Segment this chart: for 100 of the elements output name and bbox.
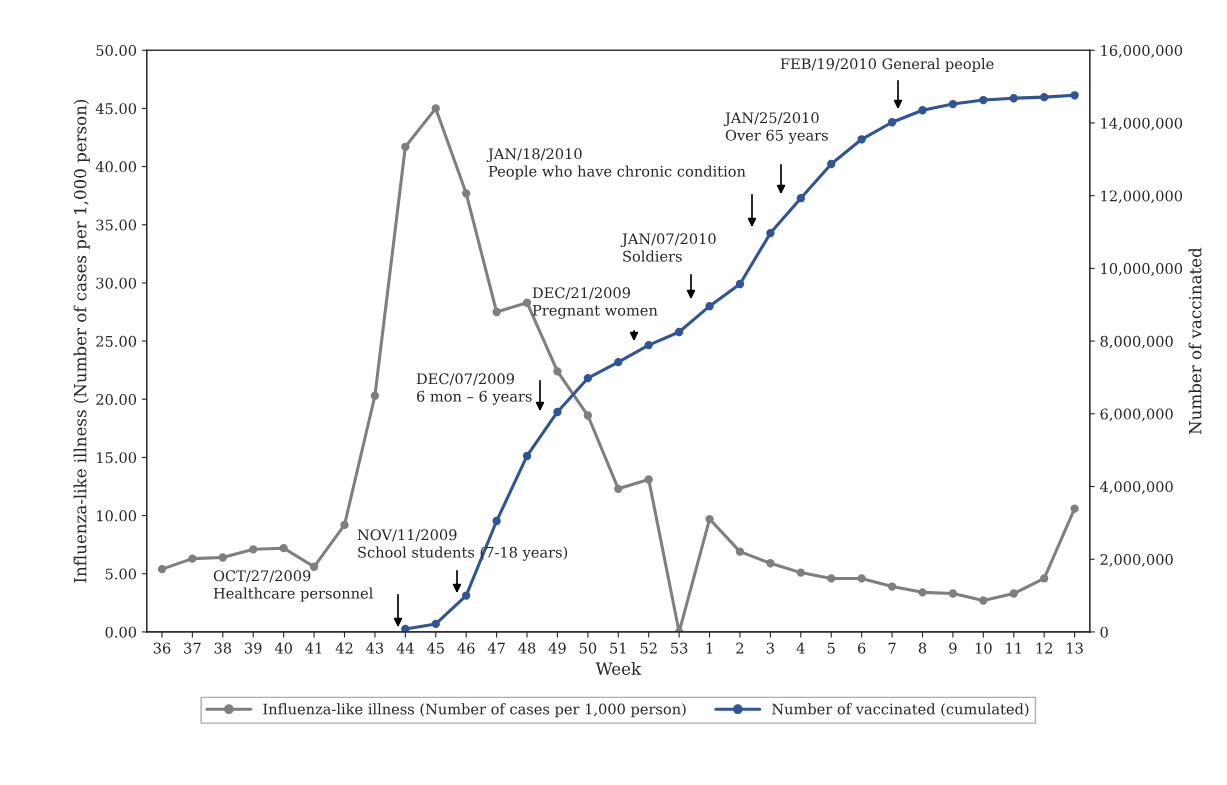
point (887, 118, 897, 127)
x-tick-label: 48 (518, 642, 536, 654)
point (796, 194, 805, 203)
point (279, 544, 288, 553)
y-tick-label: 35.00 (96, 219, 137, 231)
x-tick-label: 53 (671, 642, 688, 654)
y-tick-label: 50.00 (96, 44, 137, 56)
x-tick-label: 11 (1006, 642, 1021, 654)
point (918, 588, 927, 597)
y2-tick-label: 12,000,000 (1101, 190, 1183, 204)
x-tick-label: 1 (706, 642, 713, 654)
y-tick-label: 15.00 (97, 452, 137, 464)
point (705, 302, 714, 311)
point (249, 545, 258, 554)
point (887, 582, 897, 591)
point (644, 475, 653, 484)
point (1009, 589, 1018, 598)
x-tick-label: 49 (548, 642, 566, 654)
point (948, 589, 958, 598)
point (431, 104, 440, 113)
point (644, 340, 653, 350)
x-tick-label: 45 (426, 642, 444, 654)
x-tick-label: 40 (274, 642, 292, 654)
point (492, 516, 501, 526)
point (1009, 94, 1018, 103)
annotation: JAN/18/2010 People who have chronic condition (486, 148, 746, 180)
point (431, 619, 440, 629)
point (1040, 574, 1049, 583)
y-tick-label: 30.00 (96, 277, 137, 289)
x-tick-label: 51 (610, 642, 626, 654)
point (401, 142, 410, 151)
annotation: DEC/07/2009 6 mon – 6 years (416, 373, 532, 405)
y-tick-label: 40.00 (95, 161, 137, 173)
point (522, 298, 532, 307)
point (1070, 504, 1079, 513)
point (796, 568, 805, 577)
point (522, 451, 532, 461)
x-tick-label: 44 (396, 642, 414, 654)
y-tick-label: 25.00 (96, 335, 137, 347)
annotation: FEB/19/2010 General people (780, 58, 994, 73)
annotation: JAN/25/2010 Over 65 years (723, 112, 828, 144)
x-tick-label: 41 (305, 642, 322, 654)
y2-axis-title: Number of vaccinated (1188, 247, 1202, 435)
point (614, 484, 623, 493)
point (614, 358, 623, 367)
x-tick-label: 10 (975, 642, 992, 654)
y2-tick-label: 10,000,000 (1101, 263, 1183, 276)
x-tick-label: 4 (796, 642, 805, 654)
point (309, 562, 319, 571)
x-tick-label: 36 (153, 642, 171, 654)
point (705, 514, 714, 524)
point (857, 574, 866, 583)
x-tick-label: 5 (827, 642, 835, 654)
x-tick-label: 37 (184, 642, 201, 654)
point (766, 559, 775, 568)
point (157, 564, 167, 574)
y2-tick-label: 2,000,000 (1100, 553, 1173, 567)
x-tick-label: 50 (579, 642, 597, 654)
y2-tick-label: 16,000,000 (1101, 44, 1183, 58)
point (370, 391, 380, 400)
legend-label: Number of vaccinated (cumulated) (772, 703, 1029, 717)
y-tick-label: 45.00 (95, 103, 137, 115)
point (979, 95, 988, 105)
x-tick-label: 2 (736, 642, 744, 654)
annotation: JAN/07/2010 Soldiers (620, 233, 716, 262)
point (462, 591, 471, 600)
point (583, 411, 593, 420)
point (766, 228, 775, 238)
point (583, 374, 593, 383)
point (401, 624, 410, 632)
x-tick-label: 39 (245, 642, 262, 654)
y2-tick-label: 0 (1100, 626, 1108, 638)
point (218, 553, 227, 562)
y2-tick-label: 8,000,000 (1100, 335, 1173, 349)
x-tick-label: 42 (335, 642, 353, 654)
point (948, 99, 958, 109)
y2-tick-label: 4,000,000 (1099, 481, 1173, 495)
y-tick-label: 0.00 (105, 626, 137, 638)
x-tick-label: 6 (857, 642, 866, 654)
point (553, 407, 562, 417)
y-tick-label: 10.00 (97, 510, 137, 522)
point (462, 189, 471, 198)
point (979, 596, 988, 605)
y2-tick-label: 14,000,000 (1101, 117, 1183, 131)
point (918, 106, 927, 115)
y2-tick-label: 6,000,000 (1100, 408, 1173, 422)
x-tick-label: 52 (640, 642, 657, 654)
x-tick-label: 43 (366, 642, 384, 654)
point (735, 547, 745, 556)
point (827, 159, 836, 169)
point (735, 279, 745, 289)
x-tick-label: 3 (766, 642, 774, 654)
point (857, 135, 866, 144)
x-tick-label: 46 (457, 642, 475, 654)
point (1040, 92, 1049, 102)
x-tick-label: 7 (888, 642, 896, 654)
y-tick-label: 20.00 (96, 393, 137, 405)
point (492, 307, 501, 317)
x-tick-label: 47 (487, 642, 505, 654)
legend-label: Influenza-like illness (Number of cases per 1,000 person) (263, 703, 686, 718)
